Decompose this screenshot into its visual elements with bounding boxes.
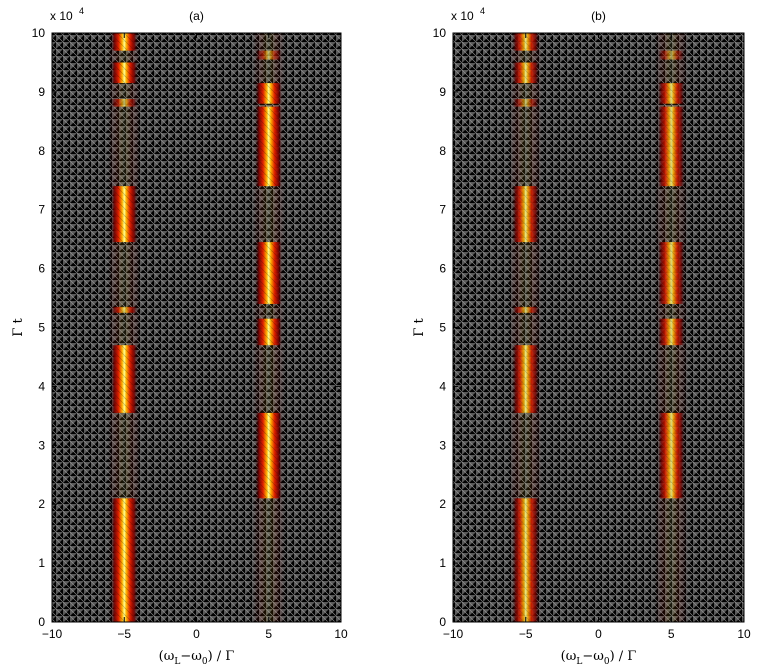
y-tick-label: 2 [439, 497, 446, 511]
y-tick-label: 9 [38, 85, 45, 99]
panel-a: −10 −5 0 5 10 0 1 2 3 4 5 6 7 8 9 10 x 10 4 (a) (ωL−ω0) / Γ… [11, 6, 348, 667]
y-multiplier-label: x 10 [50, 9, 73, 23]
y-tick-label: 5 [38, 321, 45, 335]
x-tick-label: 0 [193, 627, 200, 641]
x-tick-label: 5 [668, 627, 675, 641]
x-tick-label: 0 [595, 627, 602, 641]
y-tick-label: 0 [439, 615, 446, 629]
x-tick-label: −5 [519, 627, 533, 641]
x-tick-label: 10 [334, 627, 348, 641]
y-axis-label: Γ t [412, 318, 427, 337]
y-tick-label: 4 [439, 379, 446, 393]
y-tick-label: 7 [439, 203, 446, 217]
x-tick-label: −5 [117, 627, 131, 641]
y-multiplier-exponent: 4 [79, 6, 84, 16]
panel-b: −10 −5 0 5 10 0 1 2 3 4 5 6 7 8 9 10 x 10 4 (b) (ωL−ω0) / Γ… [412, 6, 751, 667]
y-tick-label: 10 [32, 26, 46, 40]
y-tick-label: 4 [38, 379, 45, 393]
x-tick-label: 10 [737, 627, 751, 641]
y-multiplier-exponent: 4 [480, 6, 485, 16]
y-tick-label: 6 [439, 262, 446, 276]
y-tick-label: 9 [439, 85, 446, 99]
mesh-overlay [52, 33, 341, 622]
x-tick-label: 5 [265, 627, 272, 641]
y-tick-label: 7 [38, 203, 45, 217]
y-tick-label: 3 [439, 438, 446, 452]
y-tick-label: 6 [38, 262, 45, 276]
x-tick-label: −10 [42, 627, 63, 641]
y-tick-label: 8 [439, 144, 446, 158]
x-axis-label: (ωL−ω0) / Γ [561, 649, 637, 667]
y-tick-label: 8 [38, 144, 45, 158]
y-multiplier-label: x 10 [451, 9, 474, 23]
y-tick-label: 2 [38, 497, 45, 511]
y-tick-label: 0 [38, 615, 45, 629]
y-tick-label: 1 [38, 556, 45, 570]
y-tick-label: 10 [433, 26, 447, 40]
x-axis-label: (ωL−ω0) / Γ [159, 649, 235, 667]
mesh-overlay [453, 33, 744, 622]
y-tick-label: 3 [38, 438, 45, 452]
panel-title: (a) [189, 9, 204, 23]
panel-title: (b) [591, 9, 606, 23]
y-tick-label: 5 [439, 321, 446, 335]
y-axis-label: Γ t [11, 318, 26, 337]
x-tick-label: −10 [443, 627, 464, 641]
y-tick-label: 1 [439, 556, 446, 570]
